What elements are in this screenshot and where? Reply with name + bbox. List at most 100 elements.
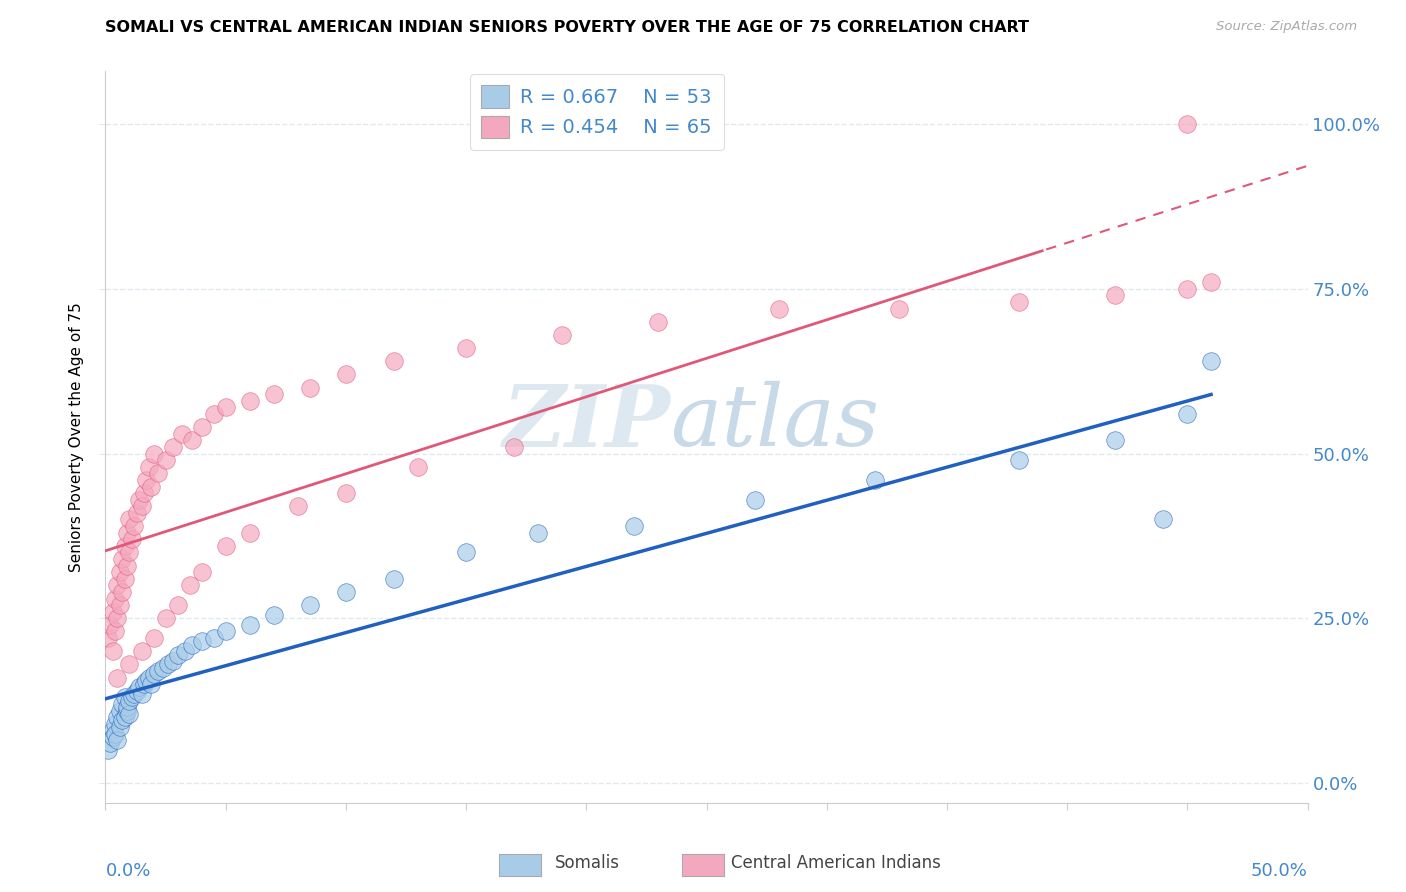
Point [104,726,127,740]
Point [335,368,357,382]
Point [162,654,184,668]
Legend: R = 0.667    N = 53, R = 0.454    N = 65: R = 0.667 N = 53, R = 0.454 N = 65 [470,74,724,150]
Point [744,492,766,507]
Point [1201,275,1223,289]
Point [239,618,262,632]
Text: 0.0%: 0.0% [105,862,150,880]
Point [406,459,429,474]
Point [863,473,886,487]
Point [139,479,162,493]
Point [107,671,129,685]
Point [214,401,236,415]
Point [1175,117,1198,131]
Point [107,578,129,592]
Point [166,648,188,662]
Point [128,492,150,507]
Point [108,598,131,612]
Point [1152,512,1174,526]
Point [142,446,165,460]
Point [104,716,127,731]
Y-axis label: Seniors Poverty Over the Age of 75: Seniors Poverty Over the Age of 75 [69,302,84,572]
Point [527,525,550,540]
Point [139,677,162,691]
Point [335,486,357,500]
Point [155,453,177,467]
Text: ZIP: ZIP [502,381,671,464]
Point [623,519,645,533]
Point [263,607,285,622]
Point [190,634,212,648]
Point [118,512,141,526]
Point [97,631,120,645]
Point [155,611,177,625]
Point [202,407,225,421]
Point [190,420,212,434]
Point [121,690,143,705]
Point [101,723,124,738]
Point [202,631,225,645]
Point [131,500,153,514]
Point [1008,453,1031,467]
Point [111,697,134,711]
Text: Central American Indians: Central American Indians [731,855,941,872]
Point [114,572,136,586]
Point [125,683,148,698]
Point [382,354,405,368]
Point [162,440,184,454]
Point [104,591,127,606]
Point [111,585,134,599]
Point [107,611,129,625]
Point [263,387,285,401]
Point [166,598,188,612]
Point [190,565,212,579]
Point [382,572,405,586]
Point [142,667,165,681]
Point [138,671,160,685]
Point [214,624,236,639]
Point [148,664,170,678]
Point [101,644,124,658]
Point [181,434,204,448]
Point [115,525,138,540]
Point [181,638,204,652]
Point [135,473,157,487]
Point [108,565,131,579]
Point [115,704,138,718]
Point [124,519,146,533]
Text: Source: ZipAtlas.com: Source: ZipAtlas.com [1216,20,1357,33]
Point [647,315,669,329]
Point [131,687,153,701]
Point [125,506,148,520]
Point [135,673,157,688]
Point [101,730,124,744]
Text: Somalis: Somalis [555,855,620,872]
Point [454,545,477,559]
Point [118,706,141,721]
Point [287,500,309,514]
Point [551,327,574,342]
Point [115,700,138,714]
Point [131,644,153,658]
Text: 50.0%: 50.0% [1251,862,1308,880]
Point [172,426,194,441]
Point [152,661,174,675]
Point [101,605,124,619]
Point [115,558,138,573]
Point [239,393,262,408]
Point [107,710,129,724]
Point [111,714,134,728]
Point [118,657,141,672]
Point [142,631,165,645]
Point [148,467,170,481]
Text: SOMALI VS CENTRAL AMERICAN INDIAN SENIORS POVERTY OVER THE AGE OF 75 CORRELATION: SOMALI VS CENTRAL AMERICAN INDIAN SENIOR… [105,20,1029,35]
Point [1175,407,1198,421]
Point [132,486,155,500]
Point [111,552,134,566]
Point [114,710,136,724]
Point [239,525,262,540]
Point [98,737,121,751]
Point [454,341,477,355]
Point [107,733,129,747]
Point [156,657,179,672]
Point [768,301,790,316]
